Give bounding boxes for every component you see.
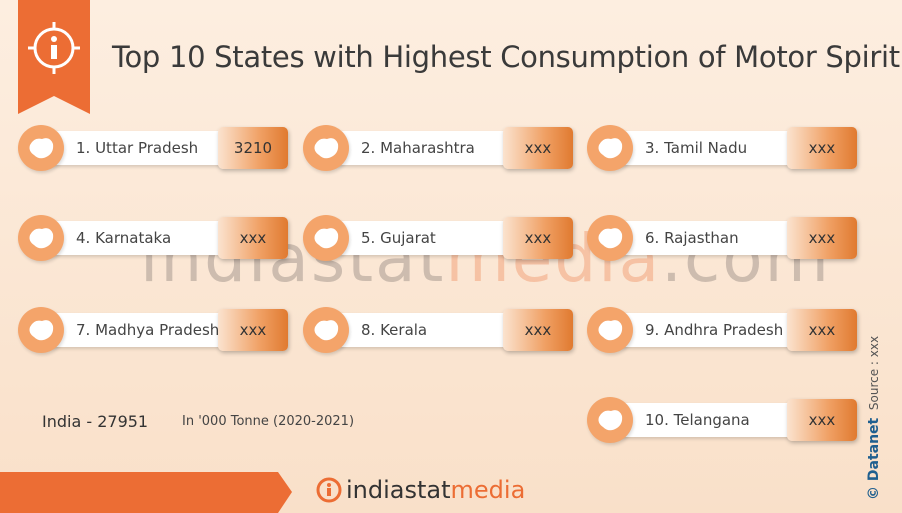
state-icon [587, 397, 633, 443]
title: Top 10 States with Highest Consumption o… [112, 40, 900, 74]
state-label: 8. Kerala [361, 321, 428, 339]
state-label: 5. Gujarat [361, 229, 436, 247]
state-icon [587, 215, 633, 261]
side-note: © Datanet Source : xxx [866, 336, 882, 500]
state-icon [303, 125, 349, 171]
state-value: xxx [503, 127, 573, 169]
state-value: xxx [503, 309, 573, 351]
state-value: xxx [787, 127, 857, 169]
state-shape [598, 138, 623, 159]
info-flag [18, 0, 90, 114]
state-shape [29, 228, 54, 249]
state-icon [587, 307, 633, 353]
footer-logo [316, 477, 342, 503]
state-label: 3. Tamil Nadu [645, 139, 748, 157]
copyright: © Datanet [866, 417, 882, 500]
state-shape [314, 228, 339, 249]
state-value: xxx [218, 217, 288, 259]
state-shape [314, 320, 339, 341]
state-label: 2. Maharashtra [361, 139, 475, 157]
source: Source : xxx [867, 335, 881, 411]
state-label: 7. Madhya Pradesh [76, 321, 220, 339]
state-shape [598, 228, 623, 249]
state-icon [587, 125, 633, 171]
state-label: 4. Karnataka [76, 229, 172, 247]
state-value: 3210 [218, 127, 288, 169]
state-value: xxx [218, 309, 288, 351]
footer-bar [0, 472, 292, 513]
india-total: India - 27951 [42, 412, 149, 431]
state-icon [18, 125, 64, 171]
state-shape [314, 138, 339, 159]
state-shape [598, 410, 623, 431]
state-icon [303, 215, 349, 261]
state-icon [18, 215, 64, 261]
state-icon [18, 307, 64, 353]
state-shape [29, 320, 54, 341]
state-icon [303, 307, 349, 353]
footer-brand: indiastatmedia [346, 476, 525, 504]
state-shape [29, 138, 54, 159]
unit-note: In '000 Tonne (2020-2021) [182, 414, 355, 429]
state-label: 9. Andhra Pradesh [645, 321, 784, 339]
brand-text: indiastat [346, 476, 451, 504]
state-value: xxx [787, 217, 857, 259]
state-label: 6. Rajasthan [645, 229, 739, 247]
brand-text: media [450, 476, 526, 504]
state-label: 10. Telangana [645, 411, 750, 429]
state-value: xxx [503, 217, 573, 259]
state-shape [598, 320, 623, 341]
state-value: xxx [787, 399, 857, 441]
state-value: xxx [787, 309, 857, 351]
state-label: 1. Uttar Pradesh [76, 139, 199, 157]
